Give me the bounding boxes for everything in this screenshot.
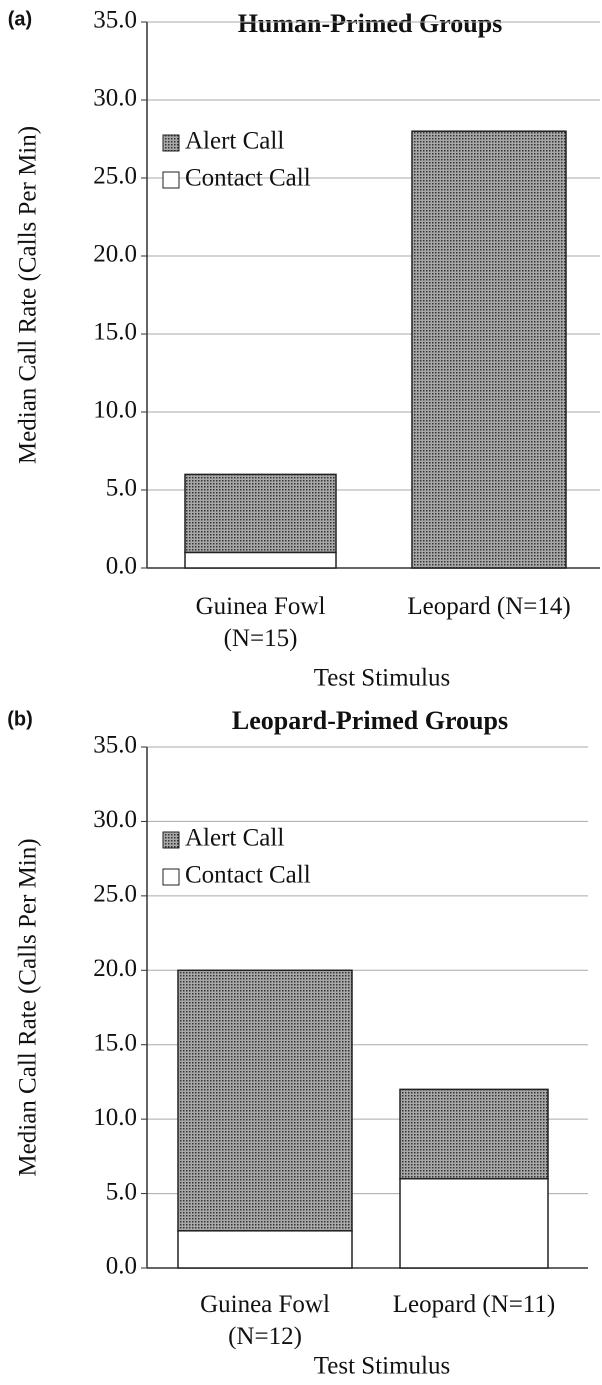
chart-title: Leopard-Primed Groups <box>232 706 508 735</box>
bar-segment <box>177 1230 353 1269</box>
x-tick-label: Guinea Fowl (N=15) <box>196 593 326 652</box>
y-tick-label: 35.0 <box>93 7 137 34</box>
y-tick-label: 20.0 <box>93 241 137 268</box>
bar-segment <box>399 1088 549 1180</box>
chart-title: Human-Primed Groups <box>238 9 503 38</box>
y-tick-label: 25.0 <box>93 163 137 190</box>
y-tick-label: 0.0 <box>106 553 137 580</box>
x-tick-label-line: Leopard (N=11) <box>393 1291 555 1318</box>
x-axis-label: Test Stimulus <box>314 1353 450 1380</box>
x-tick-label-line: Leopard (N=14) <box>407 593 570 620</box>
y-tick-label: 35.0 <box>93 732 137 759</box>
y-tick-label: 5.0 <box>106 1178 137 1205</box>
legend-label: Alert Call <box>185 825 284 852</box>
y-axis-label: Median Call Rate (Calls Per Min) <box>15 838 42 1176</box>
y-axis-label: Median Call Rate (Calls Per Min) <box>15 126 42 464</box>
x-tick-label-line: Guinea Fowl <box>200 1291 330 1318</box>
y-tick-label: 30.0 <box>93 85 137 112</box>
y-tick-label: 15.0 <box>93 319 137 346</box>
legend-swatch <box>162 134 180 152</box>
y-tick-label: 30.0 <box>93 806 137 833</box>
bar-segment <box>177 969 353 1232</box>
x-tick-label-line: (N=15) <box>224 625 298 652</box>
x-tick-label: Leopard (N=11) <box>393 1291 555 1318</box>
bar-segment <box>411 130 567 569</box>
y-tick-label: 0.0 <box>106 1253 137 1280</box>
y-tick-label: 10.0 <box>93 1104 137 1131</box>
x-tick-label: Guinea Fowl (N=12) <box>200 1291 330 1350</box>
y-tick-label: 15.0 <box>93 1029 137 1056</box>
y-tick-label: 10.0 <box>93 397 137 424</box>
y-tick-label: 5.0 <box>106 475 137 502</box>
legend-label: Contact Call <box>185 165 311 192</box>
x-tick-label-line: (N=12) <box>228 1323 302 1350</box>
legend-swatch <box>162 831 180 849</box>
x-tick-label: Leopard (N=14) <box>407 593 570 620</box>
panel-label: (a) <box>8 8 32 30</box>
x-tick-label-line: Guinea Fowl <box>196 593 326 620</box>
legend-label: Alert Call <box>185 128 284 155</box>
legend-label: Contact Call <box>185 862 311 889</box>
y-tick-label: 20.0 <box>93 955 137 982</box>
panel-label: (b) <box>7 708 33 730</box>
bar-segment <box>184 551 337 569</box>
bar-segment <box>184 473 337 554</box>
legend-swatch <box>162 868 180 886</box>
legend-swatch <box>162 171 180 189</box>
bar-segment <box>399 1177 549 1269</box>
x-axis-label: Test Stimulus <box>314 665 450 692</box>
y-tick-label: 25.0 <box>93 881 137 908</box>
